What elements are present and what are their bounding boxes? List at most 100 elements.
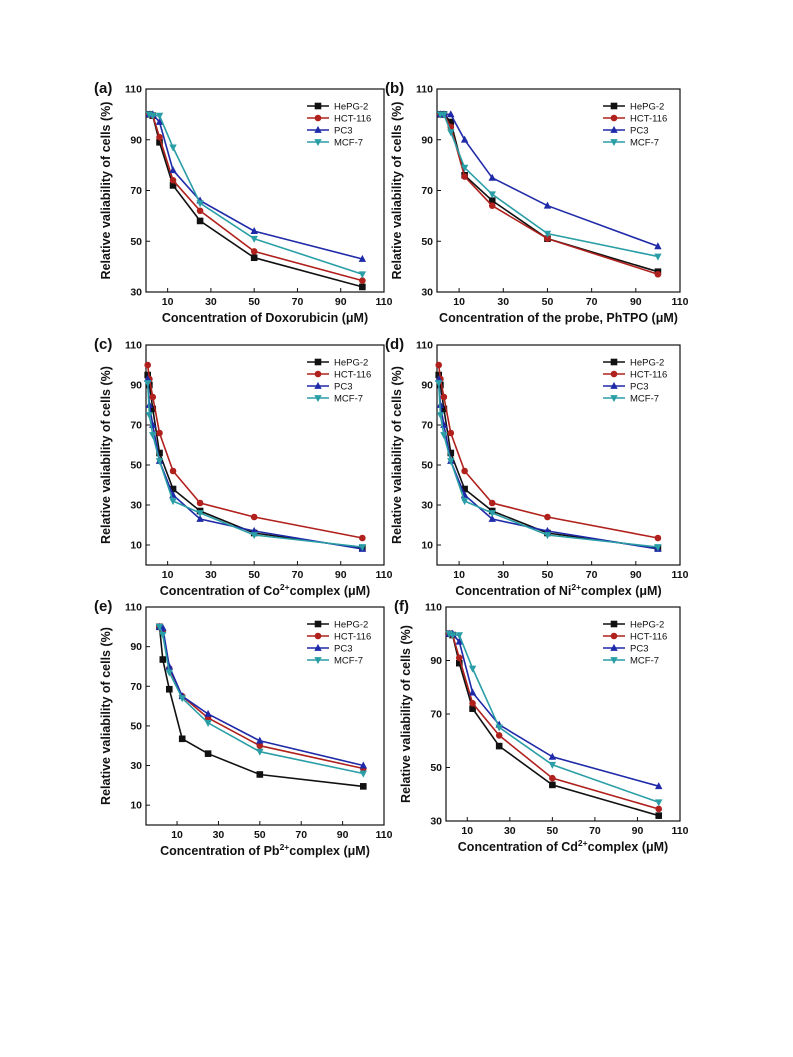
data-point-hepg-2 bbox=[196, 217, 204, 225]
data-point-mcf-7 bbox=[250, 532, 258, 540]
x-tick-label: 50 bbox=[542, 296, 554, 308]
y-tick-label: 30 bbox=[421, 287, 433, 299]
legend-entry: HCT-116 bbox=[630, 370, 667, 381]
legend-entry: MCF-7 bbox=[334, 394, 363, 405]
data-point-hepg-2 bbox=[159, 656, 167, 663]
y-tick-label: 110 bbox=[125, 602, 142, 614]
data-point-pc3 bbox=[447, 110, 455, 118]
data-point-hct-116 bbox=[488, 202, 496, 210]
y-tick-label: 10 bbox=[130, 800, 142, 812]
x-tick-label: 110 bbox=[376, 569, 393, 581]
data-point-hct-116 bbox=[447, 429, 455, 437]
data-point-pc3 bbox=[488, 173, 496, 181]
data-point-mcf-7 bbox=[196, 510, 204, 518]
data-point-pc3 bbox=[256, 736, 264, 744]
y-tick-label: 90 bbox=[130, 134, 142, 146]
data-point-hepg-2 bbox=[149, 405, 157, 413]
data-point-mcf-7 bbox=[149, 432, 157, 440]
data-point-mcf-7 bbox=[359, 770, 368, 778]
y-tick-label: 90 bbox=[130, 641, 142, 653]
legend-marker bbox=[314, 114, 322, 122]
data-point-hepg-2 bbox=[440, 405, 448, 413]
x-tick-label: 30 bbox=[497, 296, 509, 308]
x-tick-label: 10 bbox=[453, 569, 465, 581]
panel-label: (f) bbox=[394, 598, 409, 615]
x-axis-label: Concentration of Ni2+complex (μM) bbox=[455, 582, 661, 598]
data-point-hepg-2 bbox=[178, 735, 186, 743]
data-point-mcf-7 bbox=[250, 235, 258, 243]
data-point-mcf-7 bbox=[543, 230, 552, 238]
data-point-mcf-7 bbox=[488, 191, 496, 199]
data-point-hct-116 bbox=[359, 534, 366, 542]
legend-entry: PC3 bbox=[630, 644, 648, 655]
x-tick-label: 30 bbox=[205, 296, 217, 308]
legend-marker bbox=[610, 632, 618, 640]
data-point-mcf-7 bbox=[495, 724, 503, 732]
data-point-hepg-2 bbox=[549, 781, 556, 789]
legend-entry: HCT-116 bbox=[630, 632, 667, 643]
y-axis-label: Relative valiability of cells (%) bbox=[390, 366, 404, 544]
series-line-hct-116 bbox=[146, 364, 363, 539]
legend-entry: PC3 bbox=[630, 126, 648, 137]
data-point-hepg-2 bbox=[165, 685, 173, 693]
data-point-hepg-2 bbox=[204, 750, 212, 757]
y-tick-label: 70 bbox=[130, 185, 142, 197]
data-point-mcf-7 bbox=[169, 144, 177, 152]
data-point-hct-116 bbox=[549, 774, 556, 782]
legend-marker bbox=[610, 102, 618, 110]
data-point-mcf-7 bbox=[448, 632, 457, 640]
data-point-hepg-2 bbox=[655, 812, 663, 819]
y-tick-label: 70 bbox=[421, 185, 433, 197]
legend-marker bbox=[314, 395, 322, 403]
data-point-hepg-2 bbox=[146, 381, 153, 389]
data-point-hct-116 bbox=[469, 700, 476, 707]
data-point-mcf-7 bbox=[440, 111, 448, 119]
data-point-hepg-2 bbox=[156, 138, 163, 146]
data-point-mcf-7 bbox=[460, 164, 469, 172]
data-point-hct-116 bbox=[256, 742, 264, 750]
x-tick-label: 10 bbox=[162, 569, 174, 581]
x-tick-label: 30 bbox=[504, 825, 516, 837]
data-point-pc3 bbox=[165, 662, 173, 670]
x-tick-label: 30 bbox=[205, 569, 217, 581]
y-tick-label: 90 bbox=[421, 380, 433, 392]
y-tick-label: 50 bbox=[430, 762, 442, 774]
data-point-hepg-2 bbox=[437, 381, 444, 389]
data-point-mcf-7 bbox=[543, 532, 552, 540]
data-point-mcf-7 bbox=[204, 720, 212, 728]
data-point-hepg-2 bbox=[447, 449, 455, 457]
data-point-hct-116 bbox=[169, 177, 177, 184]
series-line-hepg-2 bbox=[440, 113, 659, 273]
data-point-mcf-7 bbox=[155, 458, 164, 466]
y-tick-label: 90 bbox=[430, 655, 442, 667]
y-tick-label: 70 bbox=[430, 709, 442, 721]
series-line-pc3 bbox=[437, 378, 659, 550]
data-point-pc3 bbox=[155, 117, 164, 125]
legend-marker bbox=[314, 370, 322, 378]
chart-panel-6: 10 30 50 70 90 110 30 50 70 90 110 (f) Relative vali… bbox=[394, 598, 689, 854]
data-point-pc3 bbox=[654, 242, 662, 250]
data-point-pc3 bbox=[250, 227, 258, 234]
data-point-mcf-7 bbox=[178, 695, 186, 703]
data-point-hct-116 bbox=[461, 173, 468, 180]
y-tick-label: 30 bbox=[421, 500, 433, 512]
data-point-mcf-7 bbox=[468, 665, 477, 673]
y-tick-label: 10 bbox=[421, 540, 433, 552]
data-point-hct-116 bbox=[435, 361, 443, 369]
data-point-hepg-2 bbox=[156, 449, 163, 457]
data-point-mcf-7 bbox=[654, 253, 662, 261]
legend-marker bbox=[314, 643, 322, 651]
legend-entry: HCT-116 bbox=[630, 114, 667, 125]
y-tick-label: 110 bbox=[125, 84, 142, 96]
x-tick-label: 70 bbox=[589, 825, 601, 837]
x-tick-label: 50 bbox=[248, 569, 260, 581]
data-point-mcf-7 bbox=[654, 544, 662, 552]
panel-label: (a) bbox=[94, 80, 112, 97]
x-tick-label: 70 bbox=[586, 569, 598, 581]
data-point-hct-116 bbox=[655, 805, 663, 813]
legend-entry: HCT-116 bbox=[334, 114, 371, 125]
data-point-mcf-7 bbox=[358, 271, 367, 279]
data-point-mcf-7 bbox=[155, 112, 164, 120]
legend-entry: MCF-7 bbox=[334, 138, 363, 149]
x-tick-label: 70 bbox=[295, 829, 307, 841]
